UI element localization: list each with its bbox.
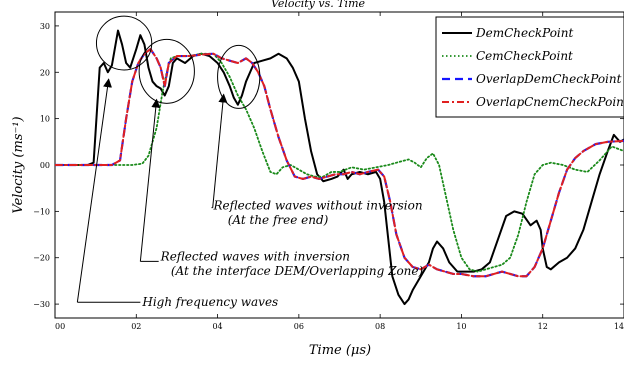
y-tick-label: 20: [40, 68, 50, 77]
annotation-circle-inversion: [138, 38, 195, 104]
chart-title: Velocity vs. Time: [271, 0, 366, 10]
x-tick-label: 08: [375, 322, 385, 331]
legend-label-dem: DemCheckPoint: [475, 26, 573, 40]
x-tick-label: 00: [55, 322, 65, 331]
series-line-overlapcnemcheckpoint: [55, 48, 624, 278]
y-tick-label: 30: [40, 22, 50, 31]
x-tick-label: 10: [456, 322, 466, 331]
series-lines: [55, 29, 624, 306]
legend-label-overlap-cnem: OverlapCnemCheckPoint: [476, 95, 624, 109]
series-line-demcheckpoint: [55, 29, 624, 306]
legend: DemCheckPoint CemCheckPoint OverlapDemCh…: [435, 16, 624, 118]
annotation-text-high-frequency: High frequency waves: [141, 295, 278, 309]
annotations: High frequency waves Reflected waves with…: [76, 15, 424, 309]
axis-ticks: 00 02 04 06 08 10 12 14 −30 −20 −10 00 10 20 30: [33, 12, 624, 331]
annotation-circle-high-frequency: [95, 15, 153, 71]
y-tick-label: 10: [40, 115, 50, 124]
annotation-subtext-no-inversion: (At the free end): [228, 213, 329, 227]
annotation-text-inversion: Reflected waves with inversion: [160, 249, 350, 263]
x-tick-label: 14: [614, 322, 624, 331]
y-tick-label: −30: [33, 300, 50, 309]
y-tick-label: −20: [33, 254, 50, 263]
y-tick-label: 00: [40, 161, 50, 170]
annotation-arrow-high-frequency: [76, 78, 112, 303]
annotation-circle-no-inversion: [217, 44, 261, 109]
y-tick-label: −10: [33, 207, 50, 216]
x-tick-label: 12: [538, 322, 548, 331]
x-axis-label: Time (μs): [309, 343, 371, 358]
y-axis-label: Velocity (ms⁻¹): [11, 116, 26, 213]
x-tick-label: 04: [212, 322, 222, 331]
annotation-subtext-inversion: (At the interface DEM/Overlapping Zone): [171, 264, 424, 278]
annotation-arrow-inversion: [139, 98, 161, 262]
x-tick-label: 02: [131, 322, 141, 331]
x-tick-label: 06: [294, 322, 304, 331]
annotation-text-no-inversion: Reflected waves without inversion: [213, 198, 423, 212]
legend-label-overlap-dem: OverlapDemCheckPoint: [476, 72, 622, 86]
legend-label-cem: CemCheckPoint: [476, 49, 573, 63]
annotation-arrow-no-inversion: [212, 93, 228, 208]
